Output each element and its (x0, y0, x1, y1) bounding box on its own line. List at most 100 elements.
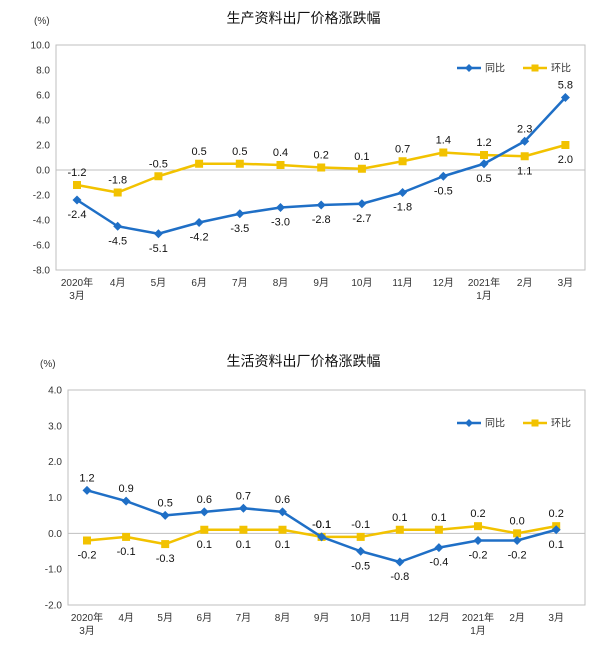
data-label-mom: 0.1 (197, 539, 212, 551)
plot-area (67, 389, 586, 606)
y-tick-label: 8.0 (36, 66, 50, 77)
data-point-mom (161, 540, 170, 549)
data-point-mom (122, 532, 131, 541)
data-point-mom (235, 159, 244, 168)
x-tick-label: 2020年 (71, 611, 103, 624)
y-tick-label: -6.0 (33, 241, 51, 252)
data-point-yoy (398, 188, 408, 197)
y-tick-label: -1.0 (45, 565, 63, 576)
data-label-yoy: -5.1 (149, 243, 168, 255)
data-label-mom: -0.1 (117, 546, 136, 558)
data-label-mom: 0.0 (509, 515, 524, 527)
data-label-mom: 0.1 (354, 151, 369, 163)
chart-title: 生产资料出厂价格涨跌幅 (226, 10, 381, 26)
x-tick-label: 12月 (428, 612, 449, 624)
data-point-yoy (473, 536, 483, 545)
y-axis-unit: (%) (34, 16, 50, 27)
y-tick-label: -8.0 (33, 266, 51, 277)
chart-producer-goods: 生产资料出厂价格涨跌幅 (%) 10.0 8.0 6.0 4.0 2.0 0.0 -2.0 -… (0, 0, 607, 320)
x-tick-label: 6月 (197, 612, 213, 624)
data-point-yoy (438, 171, 448, 181)
data-label-yoy: -2.7 (352, 213, 371, 225)
x-tick-label: 5月 (151, 277, 167, 289)
data-point-yoy (194, 218, 204, 227)
data-point-mom (520, 152, 529, 161)
x-tick-label: 7月 (232, 277, 248, 289)
data-point-mom (195, 159, 204, 168)
data-point-mom (278, 525, 287, 534)
data-point-mom (561, 141, 570, 149)
x-tick-label: 9月 (314, 612, 330, 624)
data-label-mom: -0.3 (156, 553, 175, 565)
data-point-yoy (479, 159, 489, 169)
data-label-yoy: -1.8 (393, 202, 412, 214)
data-point-yoy (520, 136, 530, 146)
y-tick-label: 2.0 (48, 457, 62, 468)
data-point-yoy (317, 532, 327, 542)
data-label-yoy: -2.8 (312, 214, 331, 226)
x-tick-label: 2月 (517, 277, 533, 289)
x-tick-label: 3月 (69, 290, 85, 302)
y-tick-label: 3.0 (48, 421, 62, 432)
x-tick-label: 11月 (392, 277, 412, 289)
data-point-mom (239, 525, 248, 534)
legend-marker (465, 419, 473, 427)
data-point-yoy (356, 546, 366, 556)
data-point-yoy (199, 507, 209, 517)
data-label-yoy: -0.2 (508, 550, 527, 562)
data-label-mom: 0.1 (392, 512, 407, 524)
y-axis-unit: (%) (40, 359, 56, 370)
data-label-yoy: -4.5 (108, 235, 127, 247)
data-label-mom: -0.1 (351, 519, 370, 531)
data-label-mom: 0.5 (232, 146, 247, 158)
data-label-mom: 0.1 (431, 512, 446, 524)
x-tick-label: 10月 (350, 612, 371, 624)
data-label-yoy: -3.0 (271, 217, 290, 229)
data-label-yoy: -0.4 (429, 557, 448, 569)
x-tick-label: 8月 (273, 277, 289, 289)
y-tick-label: 0.0 (36, 166, 50, 177)
x-tick-label: 2月 (509, 612, 525, 624)
y-tick-label: 4.0 (48, 386, 62, 397)
legend-marker (465, 64, 473, 72)
chart-title: 生活资料出厂价格涨跌幅 (226, 353, 381, 369)
data-point-yoy (276, 203, 285, 212)
data-point-yoy (357, 199, 367, 209)
data-point-yoy (560, 93, 570, 102)
x-tick-label: 9月 (313, 277, 329, 289)
chart-plot: 10.0 8.0 6.0 4.0 2.0 0.0 -2.0 -4.0 -6.0 -8.0 2020年… (31, 41, 586, 302)
y-tick-label: -4.0 (33, 216, 51, 227)
data-point-mom (276, 161, 285, 169)
data-point-mom (398, 157, 407, 166)
data-label-yoy: 0.5 (158, 497, 173, 509)
legend-label: 同比 (485, 63, 505, 75)
chart-consumer-goods: 生活资料出厂价格涨跌幅 (%) 4.0 3.0 2.0 1.0 0.0 -1.0 -2.0 2… (0, 345, 607, 665)
data-label-mom: -0.1 (312, 519, 331, 531)
data-point-mom (200, 525, 209, 534)
data-point-yoy (395, 557, 405, 567)
data-label-mom: 0.1 (275, 539, 290, 551)
legend-marker (531, 419, 539, 427)
data-point-yoy (153, 229, 163, 239)
x-tick-label: 5月 (157, 612, 173, 624)
data-point-yoy (434, 543, 444, 553)
data-point-yoy (82, 485, 92, 495)
data-point-yoy (238, 503, 248, 513)
data-point-mom (357, 164, 366, 173)
data-label-yoy: 0.7 (236, 490, 251, 502)
data-label-mom: 0.2 (314, 150, 329, 162)
x-tick-label: 6月 (191, 277, 207, 289)
data-point-mom (356, 532, 365, 541)
data-point-yoy (278, 507, 287, 517)
data-point-yoy (235, 209, 245, 219)
y-tick-label: 10.0 (31, 41, 51, 52)
data-label-mom: 2.0 (558, 154, 573, 166)
data-label-yoy: 5.8 (558, 80, 573, 92)
data-label-yoy: -2.4 (68, 209, 87, 221)
x-tick-label: 4月 (118, 612, 134, 624)
legend-marker (531, 64, 539, 72)
data-point-mom (395, 525, 404, 534)
y-tick-label: 4.0 (36, 116, 50, 127)
data-point-mom (317, 163, 326, 172)
